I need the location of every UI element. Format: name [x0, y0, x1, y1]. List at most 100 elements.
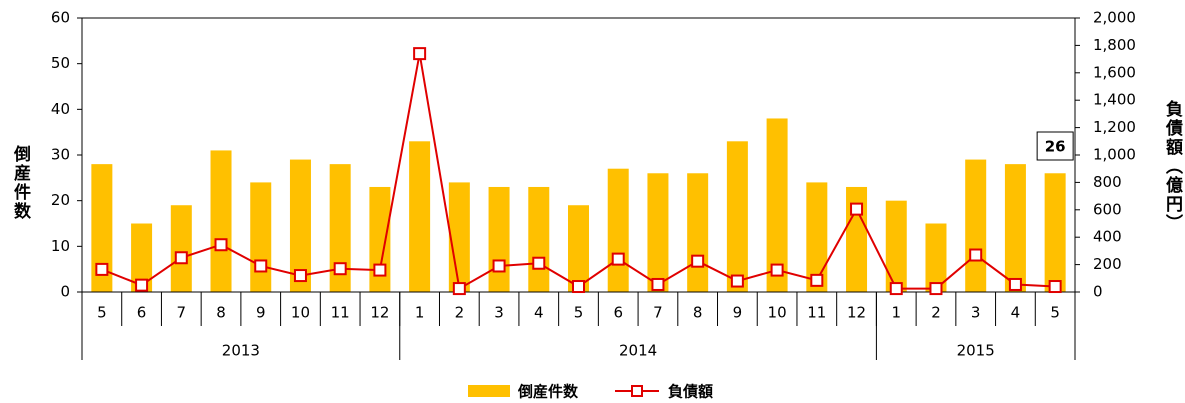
x-group-label: 2015 [957, 342, 995, 360]
line-marker [730, 274, 744, 288]
line-marker [214, 238, 228, 252]
line-marker [969, 248, 983, 262]
bar [726, 141, 748, 292]
x-tick-label: 6 [613, 304, 623, 322]
legend-label: 倒産件数 [517, 383, 579, 401]
line-marker [254, 259, 268, 273]
x-group-label: 2014 [619, 342, 657, 360]
line-marker [889, 282, 903, 296]
y2-tick-label: 400 [1093, 228, 1122, 246]
y-tick-label: 10 [51, 237, 70, 255]
x-tick-label: 9 [256, 304, 266, 322]
x-tick-label: 3 [971, 304, 981, 322]
bar [448, 182, 470, 292]
bar [528, 186, 550, 292]
bar [488, 186, 510, 292]
legend-swatch [468, 385, 510, 397]
x-tick-label: 5 [97, 304, 107, 322]
bar [885, 200, 907, 292]
bar [687, 173, 709, 292]
x-tick-label: 8 [693, 304, 703, 322]
x-group-label: 2013 [222, 342, 260, 360]
x-tick-label: 11 [331, 304, 350, 322]
legend-marker [631, 385, 643, 397]
y-tick-label: 20 [51, 191, 70, 209]
line-marker [373, 263, 387, 277]
x-tick-label: 9 [733, 304, 743, 322]
x-tick-label: 3 [494, 304, 504, 322]
y-tick-label: 30 [51, 146, 70, 164]
line-marker [333, 262, 347, 276]
x-tick-label: 1 [891, 304, 901, 322]
bar [1044, 173, 1066, 292]
x-tick-label: 7 [653, 304, 663, 322]
y-tick-label: 40 [51, 100, 70, 118]
bar [647, 173, 669, 292]
x-tick-label: 5 [574, 304, 584, 322]
x-tick-label: 1 [415, 304, 425, 322]
line-marker [810, 273, 824, 287]
y2-tick-label: 600 [1093, 200, 1122, 218]
line-marker [492, 259, 506, 273]
bar [91, 164, 113, 292]
x-tick-label: 2 [931, 304, 941, 322]
line-marker [1048, 280, 1062, 294]
x-tick-label: 4 [1011, 304, 1021, 322]
line-marker [452, 282, 466, 296]
bar [329, 164, 351, 292]
line-marker [95, 262, 109, 276]
line-marker [135, 278, 149, 292]
line-marker [1008, 277, 1022, 291]
x-tick-label: 12 [370, 304, 389, 322]
line-marker [929, 282, 943, 296]
bar [607, 168, 629, 292]
y2-tick-label: 1,000 [1093, 146, 1136, 164]
y2-tick-label: 1,200 [1093, 118, 1136, 136]
y2-tick-label: 800 [1093, 173, 1122, 191]
y2-tick-label: 0 [1093, 283, 1103, 301]
bar [1004, 164, 1026, 292]
annotation: 26 [1045, 138, 1066, 156]
bar [170, 205, 192, 292]
y2-tick-label: 200 [1093, 255, 1122, 273]
x-tick-label: 8 [216, 304, 226, 322]
y-tick-label: 60 [51, 9, 70, 27]
line-marker [850, 202, 864, 216]
y2-tick-label: 1,800 [1093, 36, 1136, 54]
y2-tick-label: 2,000 [1093, 9, 1136, 27]
bar [766, 118, 788, 292]
y2-tick-label: 1,600 [1093, 63, 1136, 81]
y-tick-label: 0 [60, 283, 70, 301]
bar [925, 223, 947, 292]
bar [250, 182, 272, 292]
legend-label: 負債額 [668, 383, 713, 401]
line-marker [532, 256, 546, 270]
line-marker [413, 47, 427, 61]
y-tick-label: 50 [51, 54, 70, 72]
line-marker [691, 254, 705, 268]
bar [131, 223, 153, 292]
x-tick-label: 4 [534, 304, 544, 322]
x-tick-label: 6 [137, 304, 147, 322]
line-marker [293, 269, 307, 283]
line-marker [611, 252, 625, 266]
x-tick-label: 10 [291, 304, 310, 322]
x-tick-label: 12 [847, 304, 866, 322]
x-tick-label: 5 [1050, 304, 1060, 322]
x-tick-label: 10 [768, 304, 787, 322]
y2-axis-title: 負債額（億円） [1162, 100, 1182, 233]
line-marker [651, 277, 665, 291]
bar [806, 182, 828, 292]
bar [965, 159, 987, 292]
line-marker [572, 280, 585, 294]
line-marker [174, 251, 188, 265]
y-axis-title: 倒産件数 [10, 145, 30, 221]
bar [568, 205, 589, 292]
bar [409, 141, 431, 292]
x-tick-label: 2 [455, 304, 465, 322]
annotation-box [1036, 131, 1074, 161]
y2-tick-label: 1,400 [1093, 91, 1136, 109]
bar [210, 150, 232, 292]
